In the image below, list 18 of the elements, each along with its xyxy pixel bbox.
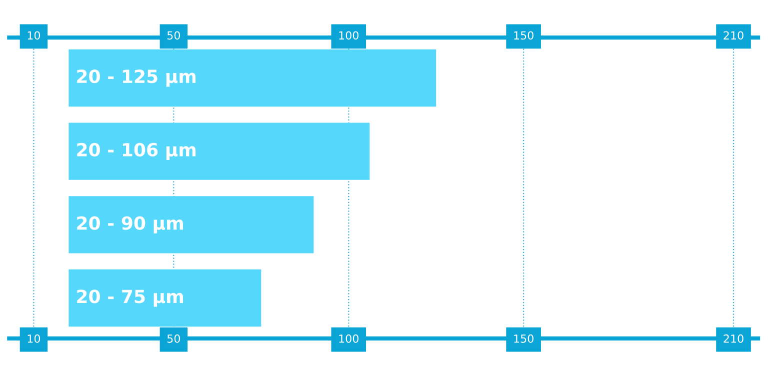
x2-tick-label: 210 <box>724 31 744 40</box>
x2-tick-label: 100 <box>339 31 358 40</box>
x-tick-label: 100 <box>339 334 358 343</box>
x-tick-label: 10 <box>28 334 40 343</box>
y-tick-label: 20 - 90 µm <box>77 216 183 234</box>
x2-tick-label: 10 <box>28 31 40 40</box>
y-tick-label: 20 - 125 µm <box>77 70 196 87</box>
bar <box>68 122 370 180</box>
bar <box>68 196 314 254</box>
x2-tick-label: 150 <box>514 31 534 40</box>
x-tick-label: 210 <box>724 334 744 343</box>
bar <box>68 269 262 327</box>
y-tick-label: 20 - 75 µm <box>77 290 183 307</box>
y-tick-label: 20 - 106 µm <box>77 142 196 160</box>
x-tick-label: 50 <box>167 334 180 343</box>
x2-tick-label: 50 <box>167 31 180 40</box>
x-tick-label: 150 <box>514 334 534 343</box>
bar <box>68 49 436 107</box>
